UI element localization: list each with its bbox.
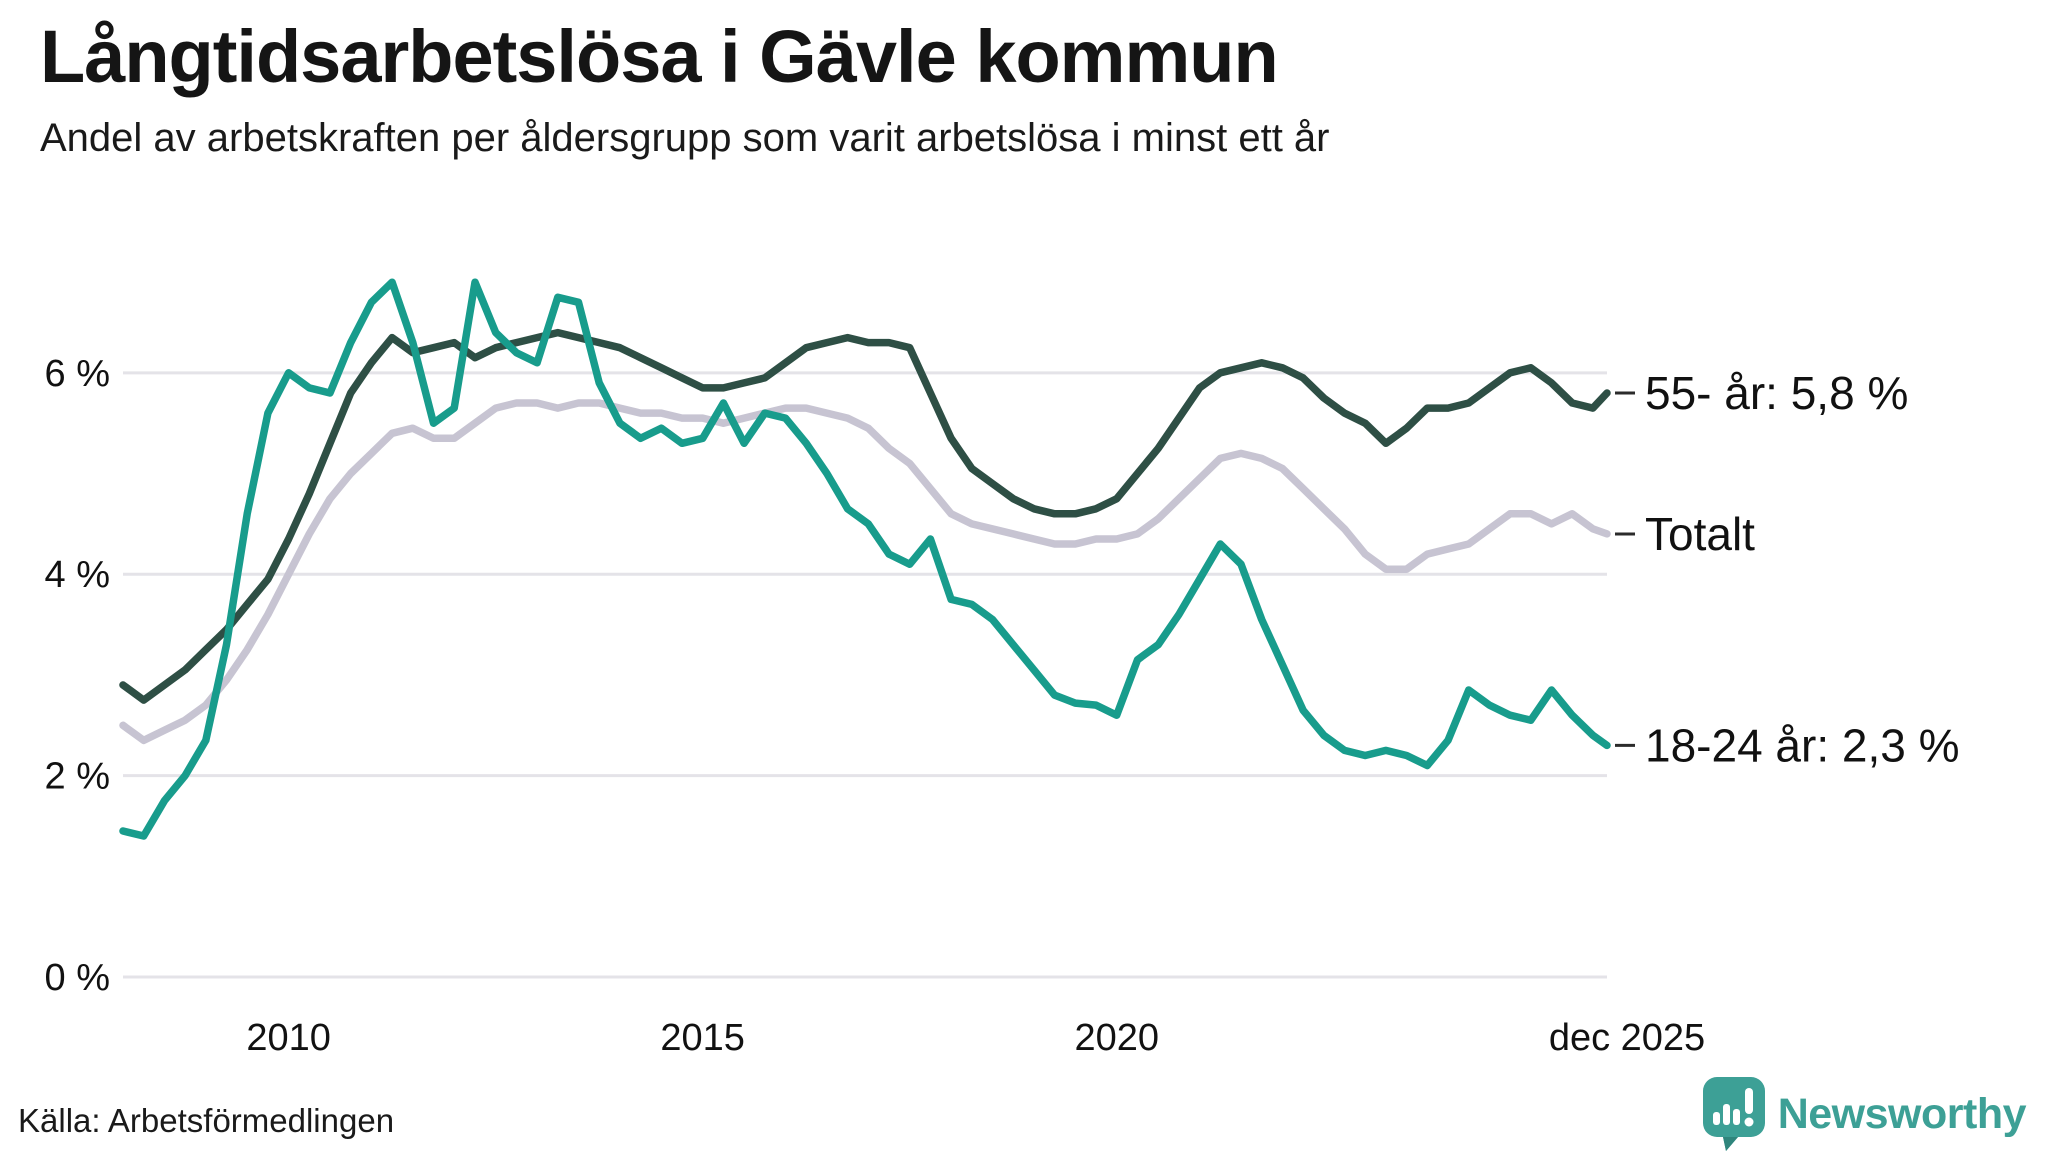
logo-bar-3 (1732, 1109, 1740, 1125)
series-line-Totalt (119, 399, 1611, 745)
newsworthy-logo-icon (1702, 1077, 1765, 1151)
logo-bubble-tail-shade (1722, 1137, 1738, 1151)
newsworthy-logo-text: Newsworthy (1777, 1089, 2027, 1138)
x-axis-label: 2015 (660, 1017, 745, 1059)
logo-exclamation-dot (1744, 1117, 1754, 1127)
series-end-label-55- år: 55- år: 5,8 % (1645, 367, 1908, 419)
x-axis-label: 2010 (246, 1017, 331, 1059)
x-axis-label: dec 2025 (1549, 1017, 1705, 1059)
y-axis-label: 0 % (45, 957, 110, 999)
series-end-label-18-24 år: 18-24 år: 2,3 % (1645, 719, 1960, 771)
series-line-18-24 år (119, 278, 1611, 840)
y-axis-label: 2 % (45, 756, 110, 798)
newsworthy-logo: Newsworthy (1702, 1076, 2027, 1152)
series-end-label-Totalt: Totalt (1645, 508, 1755, 560)
page-subtitle: Andel av arbetskraften per åldersgrupp s… (40, 116, 1330, 160)
logo-bar-1 (1712, 1112, 1720, 1125)
y-axis-label: 4 % (45, 554, 110, 596)
logo-exclamation-bar (1744, 1088, 1753, 1114)
x-axis-label: 2020 (1074, 1017, 1159, 1059)
series-line-55- år (119, 328, 1611, 704)
page-title: Långtidsarbetslösa i Gävle kommun (40, 15, 1279, 98)
y-axis-label: 6 % (45, 353, 110, 395)
source-note: Källa: Arbetsförmedlingen (18, 1102, 395, 1139)
logo-bar-2 (1722, 1104, 1730, 1125)
